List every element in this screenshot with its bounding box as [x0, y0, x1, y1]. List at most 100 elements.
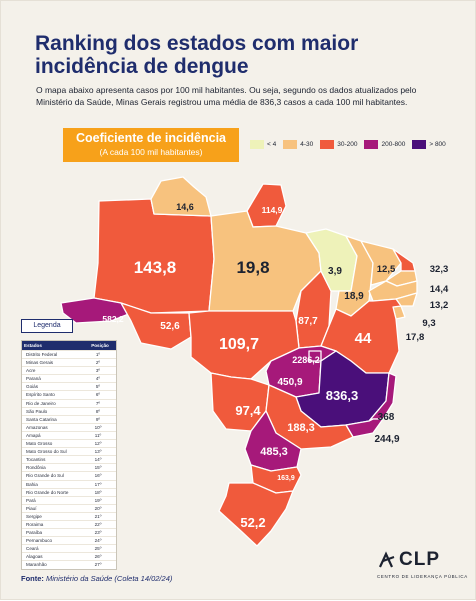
ranking-position: 8º [95, 408, 101, 414]
color-scale: < 4 4-30 30-200 200-800 > 800 [250, 140, 446, 149]
coefficient-box: Coeficiente de incidência (A cada 100 mi… [63, 128, 239, 162]
table-row: Minas Gerais 2º [22, 358, 116, 366]
value-roraima: 14,6 [176, 202, 194, 212]
value-amazonas: 143,8 [134, 258, 177, 277]
ranking-position: 9º [95, 416, 101, 422]
scale-item-gt800: > 800 [412, 140, 446, 149]
ranking-state: Maranhão [26, 562, 47, 568]
ranking-state: Bahia [26, 481, 38, 487]
ranking-position: 4º [95, 376, 101, 382]
table-row: Rondônia 15º [22, 463, 116, 471]
value-amapa: 114,9 [262, 205, 283, 215]
intro-line-2: Ministério da Saúde, Minas Gerais regist… [36, 96, 408, 107]
ranking-state: Rio Grande do Norte [26, 489, 69, 495]
ranking-state: São Paulo [26, 408, 48, 414]
intro-line-1: O mapa abaixo apresenta casos por 100 mi… [36, 85, 417, 95]
ranking-position: 17º [94, 481, 102, 487]
ranking-rows: Distrito Federal 1º Minas Gerais 2º Acre 3º Pa… [22, 350, 116, 569]
ranking-position: 22º [94, 521, 102, 527]
ranking-position: 16º [94, 473, 102, 479]
ranking-state: Amazonas [26, 424, 48, 430]
ranking-position: 5º [95, 384, 101, 390]
ranking-state: Alagoas [26, 554, 43, 560]
table-row: Piauí 20º [22, 503, 116, 512]
ranking-position: 13º [94, 449, 102, 455]
table-row: Distrito Federal 1º [22, 350, 116, 358]
table-row: Rio de Janeiro 7º [22, 398, 116, 407]
ranking-state: Tocantins [26, 457, 46, 463]
table-row: São Paulo 8º [22, 406, 116, 415]
ranking-position: 14º [94, 457, 102, 463]
ranking-header-state: Estados [24, 343, 42, 348]
table-row: Maranhão 27º [22, 560, 116, 568]
scale-label: 200-800 [381, 141, 406, 148]
scale-item-30-200: 30-200 [320, 140, 357, 149]
intro-text: O mapa abaixo apresenta casos por 100 mi… [36, 85, 456, 108]
ranking-position: 19º [94, 497, 102, 503]
scale-swatch [283, 140, 298, 149]
scale-item-4-30: 4-30 [283, 140, 313, 149]
title-line-1: Ranking dos estados com maior [35, 32, 359, 55]
table-row: Acre 3º [22, 366, 116, 374]
table-row: Santa Catarina 9º [22, 414, 116, 423]
state-acre [60, 297, 132, 324]
ranking-state: Santa Catarina [26, 416, 57, 422]
value-ceara: 12,5 [377, 264, 396, 275]
ranking-state: Paraíba [26, 530, 43, 536]
value-acre: 582,2 [102, 314, 124, 324]
ranking-state: Roraima [26, 521, 44, 527]
state-rio-grande-do-sul [218, 482, 294, 547]
table-row: Pernambuco 24º [22, 536, 116, 544]
value-rio-grande-do-sul: 52,2 [240, 515, 265, 530]
table-row: Espírito Santo 6º [22, 390, 116, 398]
coefficient-title: Coeficiente de incidência [75, 131, 227, 145]
ranking-state: Paraná [26, 376, 41, 382]
scale-item-lt4: < 4 [250, 140, 276, 149]
table-row: Goiás 5º [22, 382, 116, 390]
source-label: Fonte: [21, 574, 44, 583]
table-row: Pará 19º [22, 495, 116, 504]
ranking-state: Pernambuco [26, 538, 53, 544]
value-alagoas: 9,3 [422, 318, 435, 329]
value-rondonia: 52,6 [160, 321, 180, 332]
table-row: Tocantins 14º [22, 455, 116, 463]
ranking-position: 27º [94, 562, 102, 568]
table-row: Paraíba 23º [22, 528, 116, 536]
scale-label: > 800 [429, 141, 446, 148]
scale-swatch [320, 140, 335, 149]
value-pernambuco: 13,2 [430, 300, 449, 311]
ranking-position: 12º [94, 441, 102, 447]
ranking-state: Rio Grande do Sul [26, 473, 64, 479]
ranking-state: Ceará [26, 546, 39, 552]
ranking-state: Acre [26, 368, 36, 374]
ranking-state: Amapá [26, 432, 41, 438]
value-maranhao: 3,9 [328, 266, 342, 277]
ranking-position: 24º [94, 538, 102, 544]
table-row: Rio Grande do Sul 16º [22, 471, 116, 479]
table-row: Alagoas 26º [22, 552, 116, 560]
value-mato-grosso: 109,7 [219, 336, 259, 353]
ranking-state: Rondônia [26, 465, 46, 471]
table-row: Paraná 4º [22, 374, 116, 382]
ranking-position: 15º [94, 465, 102, 471]
ranking-position: 11º [94, 432, 102, 438]
clp-symbol-icon [379, 551, 395, 568]
ranking-state: Mato Grosso [26, 441, 53, 447]
value-bahia: 44 [355, 330, 372, 347]
table-row: Bahia 17º [22, 479, 116, 488]
ranking-state: Goiás [26, 384, 39, 390]
ranking-state: Minas Gerais [26, 360, 54, 366]
ranking-position: 3º [95, 368, 101, 374]
value-piaui: 18,9 [344, 291, 364, 302]
table-row: Rio Grande do Norte 18º [22, 487, 116, 496]
scale-swatch [412, 140, 427, 149]
ranking-header: Estados Posição [22, 341, 116, 350]
table-row: Mato Grosso do Sul 13º [22, 447, 116, 455]
value-minas-gerais: 836,3 [326, 388, 359, 403]
value-rio-grande-do-norte: 32,3 [430, 264, 449, 275]
table-row: Amazonas 10º [22, 422, 116, 431]
scale-label: 30-200 [337, 141, 358, 148]
table-row: Mato Grosso 12º [22, 439, 116, 447]
